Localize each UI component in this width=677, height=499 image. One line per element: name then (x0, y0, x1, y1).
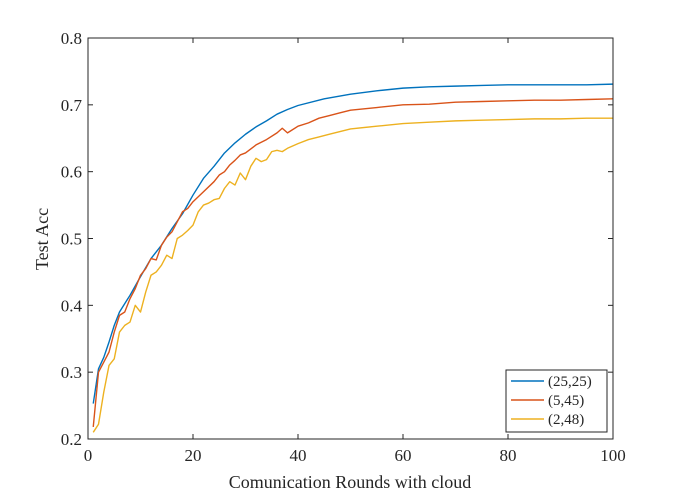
series-line-3 (92, 117, 613, 433)
y-tick-label: 0.5 (61, 230, 82, 249)
x-tick-label: 0 (84, 446, 93, 465)
y-axis-label: Test Acc (32, 208, 52, 270)
x-tick-label: 60 (395, 446, 412, 465)
tick-layer: 0 20 40 60 80 100 0.2 0.3 0.4 0.5 0.6 0.7 0.8 (61, 29, 626, 465)
x-tick-label: 20 (185, 446, 202, 465)
y-tick-label: 0.3 (61, 363, 82, 382)
y-tick-label: 0.6 (61, 163, 82, 182)
legend-label-2: (5,45) (548, 393, 584, 409)
x-tick-label: 80 (500, 446, 517, 465)
series-line-1 (92, 83, 614, 404)
x-tick-label: 100 (600, 446, 626, 465)
legend: (25,25) (5,45) (2,48) (505, 369, 608, 433)
y-tick-label: 0.2 (61, 430, 82, 449)
y-tick-label: 0.7 (61, 96, 83, 115)
legend-label-3: (2,48) (548, 412, 584, 428)
legend-label-1: (25,25) (548, 374, 592, 390)
y-tick-label: 0.4 (61, 296, 83, 315)
series-layer (92, 83, 614, 433)
x-tick-label: 40 (290, 446, 307, 465)
x-axis-label: Comunication Rounds with cloud (229, 472, 472, 492)
series-line-2 (92, 98, 614, 428)
y-tick-label: 0.8 (61, 29, 82, 48)
